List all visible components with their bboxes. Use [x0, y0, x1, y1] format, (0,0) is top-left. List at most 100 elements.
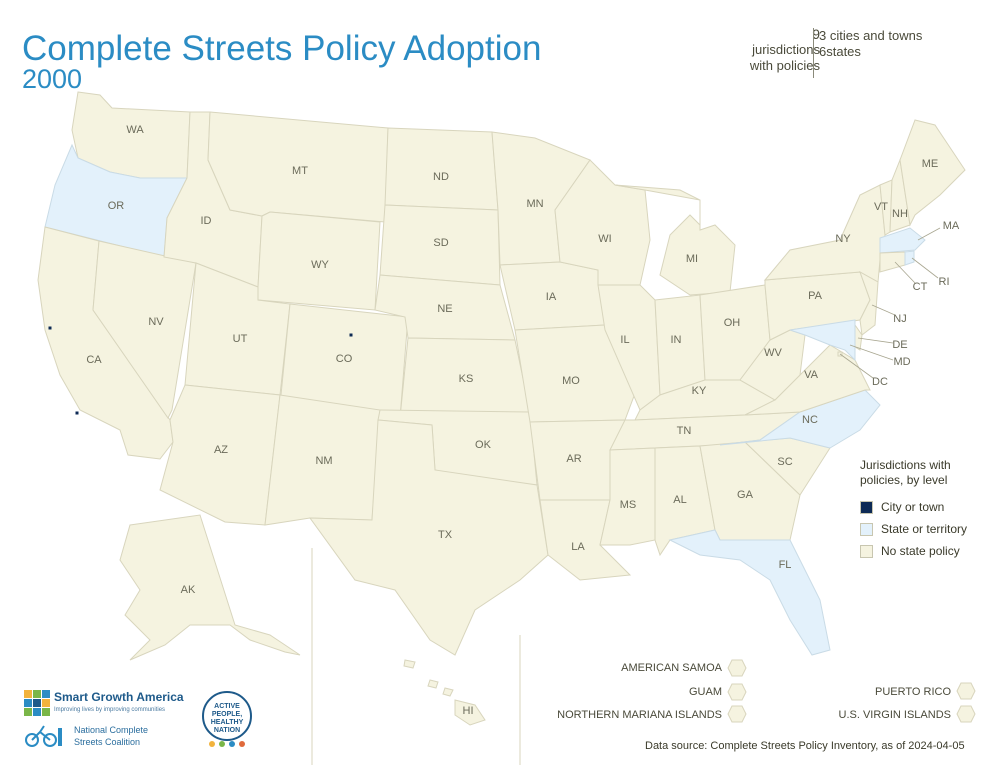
legend-title: Jurisdictions with policies, by level: [860, 458, 990, 488]
aphn-line4: NATION: [214, 727, 240, 734]
ncsc-logo[interactable]: National Complete Streets Coalition: [24, 722, 184, 752]
legend-item-none: No state policy: [860, 540, 990, 562]
territory-label-puerto-rico: PUERTO RICO: [875, 686, 951, 698]
east-coast-leader-lines: [839, 227, 941, 379]
state-label-TN: TN: [677, 425, 692, 437]
hawaii-island-kauai: [403, 659, 416, 669]
state-label-SD: SD: [433, 237, 448, 249]
state-label-CA: CA: [86, 354, 102, 366]
territory-hex-puerto-rico[interactable]: [956, 682, 976, 700]
state-MD[interactable]: [789, 319, 856, 362]
state-label-AL: AL: [673, 494, 686, 506]
ncsc-name: National Complete Streets Coalition: [74, 724, 148, 748]
territory-hex-virgin-islands[interactable]: [956, 705, 976, 723]
state-label-AR: AR: [566, 453, 581, 465]
legend-label-city: City or town: [881, 500, 945, 514]
map-year: 2000: [22, 64, 83, 94]
city-policy-markers: [48, 326, 353, 415]
state-label-DC: DC: [872, 376, 888, 388]
state-label-AZ: AZ: [214, 444, 228, 456]
state-label-GA: GA: [737, 489, 754, 501]
state-label-TX: TX: [438, 529, 453, 541]
state-label-MD: MD: [893, 356, 910, 368]
inset-dividers: [311, 548, 521, 765]
smart-growth-america-logo[interactable]: Smart Growth America Improving lives by …: [24, 690, 184, 722]
jurisdiction-count-number: 9: [812, 26, 820, 42]
leader-dc: [839, 353, 874, 379]
hawaii: [403, 659, 486, 726]
state-label-NC: NC: [802, 414, 818, 426]
city-marker-2[interactable]: [349, 333, 353, 337]
state-label-ME: ME: [922, 158, 939, 170]
state-AK[interactable]: [119, 514, 301, 661]
state-label-WI: WI: [598, 233, 611, 245]
state-label-MN: MN: [526, 198, 543, 210]
state-label-MT: MT: [292, 165, 308, 177]
leader-ct: [894, 261, 916, 284]
aphn-badge: ACTIVE PEOPLE, HEALTHY NATION: [202, 691, 252, 747]
state-label-CO: CO: [336, 353, 353, 365]
state-label-MO: MO: [562, 375, 580, 387]
state-MI[interactable]: [614, 184, 736, 296]
ncsc-name-line2: Streets Coalition: [74, 737, 141, 747]
territory-label-northern-mariana: NORTHERN MARIANA ISLANDS: [557, 709, 722, 721]
leader-md: [849, 344, 894, 361]
state-label-OR: OR: [108, 200, 125, 212]
legend-title-line2: policies, by level: [860, 473, 948, 487]
active-people-healthy-nation-logo[interactable]: ACTIVE PEOPLE, HEALTHY NATION: [200, 690, 254, 750]
state-label-NH: NH: [892, 208, 908, 220]
state-label-HI: HI: [463, 705, 474, 717]
state-HI[interactable]: [454, 699, 486, 726]
state-ME[interactable]: [899, 119, 966, 227]
state-label-WY: WY: [311, 259, 329, 271]
legend-item-city: City or town: [860, 496, 990, 518]
state-NC[interactable]: [719, 389, 881, 449]
state-RI[interactable]: [904, 250, 915, 266]
stats-divider: [813, 28, 814, 78]
legend-label-none: No state policy: [881, 544, 960, 558]
state-NY[interactable]: [763, 184, 886, 283]
state-label-SC: SC: [777, 456, 792, 468]
legend-swatch-none: [860, 544, 873, 558]
territory-label-guam: GUAM: [689, 686, 722, 698]
legend-swatch-state: [860, 522, 873, 536]
state-FL[interactable]: [668, 529, 831, 656]
territory-hex-american-samoa[interactable]: [727, 659, 747, 677]
sga-name: Smart Growth America: [54, 690, 184, 704]
leader-de: [857, 337, 894, 344]
ncsc-cyclist-icon: [25, 725, 62, 747]
state-label-KS: KS: [459, 373, 474, 385]
territory-hex-northern-mariana[interactable]: [727, 705, 747, 723]
territory-hex-guam[interactable]: [727, 683, 747, 701]
ncsc-name-line1: National Complete: [74, 725, 149, 735]
state-label-VT: VT: [874, 201, 888, 213]
leader-ri: [911, 257, 939, 279]
jurisdiction-count: 9 jurisdictions with policies: [750, 26, 820, 74]
aphn-line1: ACTIVE: [214, 703, 240, 710]
state-ND[interactable]: [384, 127, 499, 211]
state-label-CT: CT: [913, 281, 928, 293]
state-WI[interactable]: [554, 159, 651, 286]
city-marker-3[interactable]: [75, 411, 79, 415]
legend: Jurisdictions with policies, by level Ci…: [860, 458, 990, 562]
legend-title-line1: Jurisdictions with: [860, 458, 951, 472]
state-label-IL: IL: [620, 334, 629, 346]
jurisdiction-count-label-2: with policies: [749, 58, 820, 73]
stats-summary: 9 jurisdictions with policies 3 cities a…: [712, 26, 952, 80]
state-MA[interactable]: [879, 227, 926, 254]
state-label-WA: WA: [126, 124, 144, 136]
data-source: Data source: Complete Streets Policy Inv…: [645, 740, 965, 752]
state-label-KY: KY: [692, 385, 707, 397]
city-marker-1[interactable]: [48, 326, 52, 330]
state-TX[interactable]: [308, 419, 549, 656]
state-label-VA: VA: [804, 369, 819, 381]
legend-item-state: State or territory: [860, 518, 990, 540]
alaska: [119, 514, 301, 661]
legend-label-state: State or territory: [881, 522, 968, 536]
state-label-MA: MA: [943, 220, 960, 232]
aphn-line3: HEALTHY: [211, 719, 244, 726]
state-MO[interactable]: [514, 324, 641, 423]
state-label-NE: NE: [437, 303, 452, 315]
map-title: Complete Streets Policy Adoption: [22, 29, 542, 68]
